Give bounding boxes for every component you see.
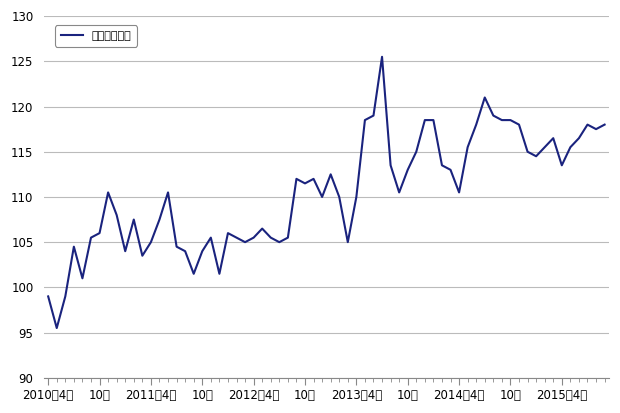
Line: 成約運賃指数: 成約運賃指数	[48, 57, 604, 328]
成約運賃指数	[378, 55, 386, 59]
成約運賃指数	[301, 181, 309, 186]
成約運賃指数	[45, 294, 52, 299]
Legend: 成約運賃指数: 成約運賃指数	[55, 25, 137, 47]
成約運賃指数	[498, 118, 505, 123]
成約運賃指数	[190, 271, 197, 276]
成約運賃指数	[96, 230, 104, 235]
成約運賃指数	[601, 122, 608, 127]
成約運賃指数	[53, 325, 61, 330]
成約運賃指数	[224, 230, 232, 235]
成約運賃指数	[293, 176, 300, 181]
